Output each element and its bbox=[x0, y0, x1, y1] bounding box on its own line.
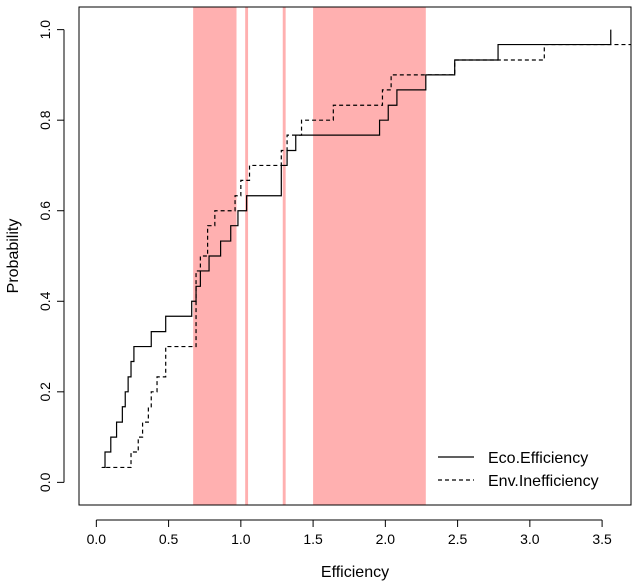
y-tick-label: 0.2 bbox=[37, 382, 53, 402]
shaded-bands bbox=[193, 7, 426, 505]
x-tick-label: 3.0 bbox=[520, 531, 540, 547]
series-line-env-inefficiency bbox=[105, 43, 631, 469]
shaded-band-3 bbox=[313, 7, 426, 505]
plot-frame bbox=[78, 6, 632, 506]
series-line-eco-efficiency bbox=[101, 29, 612, 469]
legend: Eco.Efficiency Env.Inefficiency bbox=[438, 450, 599, 490]
y-tick-label: 1.0 bbox=[37, 20, 53, 40]
x-tick-label: 1.5 bbox=[303, 531, 323, 547]
x-tick-label: 2.0 bbox=[376, 531, 396, 547]
x-tick-label: 2.5 bbox=[448, 531, 468, 547]
y-tick-label: 0.8 bbox=[37, 110, 53, 130]
x-tick-label: 3.5 bbox=[592, 531, 612, 547]
y-tick-label: 0.0 bbox=[37, 472, 53, 492]
y-tick-label: 0.4 bbox=[37, 291, 53, 311]
y-axis: 0.0 0.2 0.4 0.6 0.8 1.0 bbox=[37, 20, 65, 492]
y-tick-label: 0.6 bbox=[37, 201, 53, 221]
legend-label-eco-efficiency: Eco.Efficiency bbox=[488, 450, 588, 467]
x-axis: 0.0 0.5 1.0 1.5 2.0 2.5 3.0 3.5 bbox=[87, 519, 612, 547]
shaded-band-1 bbox=[245, 7, 249, 505]
x-tick-label: 0.0 bbox=[87, 531, 107, 547]
shaded-band-2 bbox=[282, 7, 286, 505]
x-axis-title: Efficiency bbox=[321, 564, 389, 581]
series-layer bbox=[101, 29, 631, 469]
y-axis-title: Probability bbox=[5, 219, 22, 294]
legend-label-env-inefficiency: Env.Inefficiency bbox=[488, 473, 599, 490]
x-tick-label: 0.5 bbox=[159, 531, 179, 547]
x-tick-label: 1.0 bbox=[231, 531, 251, 547]
